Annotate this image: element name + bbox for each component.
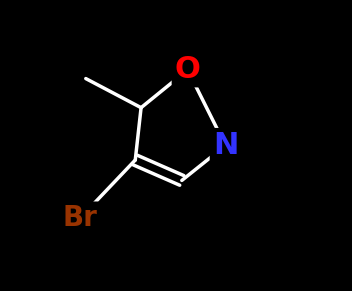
Text: Br: Br [63, 204, 98, 232]
Text: N: N [213, 131, 238, 160]
Text: O: O [175, 55, 201, 84]
